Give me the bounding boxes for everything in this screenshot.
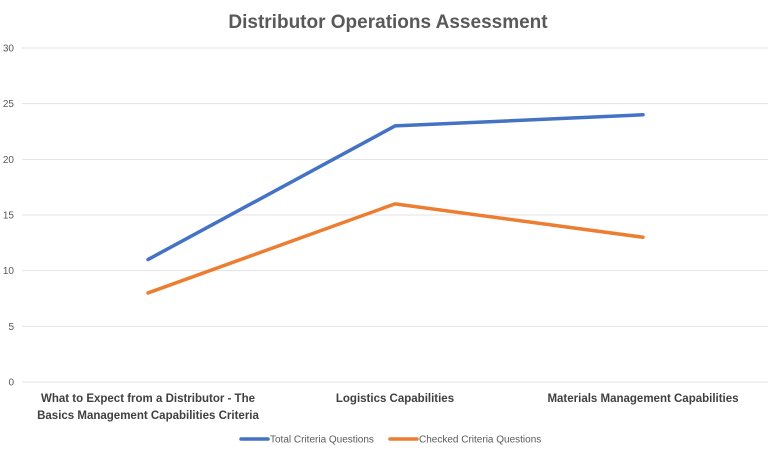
series-lines xyxy=(146,113,645,295)
series-line xyxy=(146,202,645,295)
legend-label: Total Criteria Questions xyxy=(270,435,374,446)
x-tick-label: What to Expect from a Distributor - The B… xyxy=(37,393,259,422)
series-line xyxy=(146,113,645,262)
legend: Total Criteria Questions Checked Criteria… xyxy=(239,435,541,446)
y-tick-label: 5 xyxy=(8,322,14,333)
x-tick-label-line: Materials Management Capabilities xyxy=(547,393,738,405)
y-tick-label: 10 xyxy=(3,266,15,277)
x-tick-label: Materials Management Capabilities xyxy=(547,393,738,405)
y-axis-ticks: 0 5 10 15 20 25 30 xyxy=(3,44,15,389)
y-tick-label: 15 xyxy=(3,211,15,222)
gridlines xyxy=(22,47,768,383)
x-tick-label-line: Basics Management Capabilities Criteria xyxy=(37,410,259,422)
legend-label: Checked Criteria Questions xyxy=(419,435,541,446)
y-tick-label: 20 xyxy=(3,155,15,166)
y-tick-label: 30 xyxy=(3,44,15,55)
chart-title: Distributor Operations Assessment xyxy=(228,12,548,33)
y-tick-label: 25 xyxy=(3,99,15,110)
x-axis-ticks: What to Expect from a Distributor - The B… xyxy=(37,393,738,422)
x-tick-label-line: Logistics Capabilities xyxy=(336,393,454,405)
y-tick-label: 0 xyxy=(8,378,14,389)
x-tick-label: Logistics Capabilities xyxy=(336,393,454,405)
x-tick-label-line: What to Expect from a Distributor - The xyxy=(41,393,255,405)
